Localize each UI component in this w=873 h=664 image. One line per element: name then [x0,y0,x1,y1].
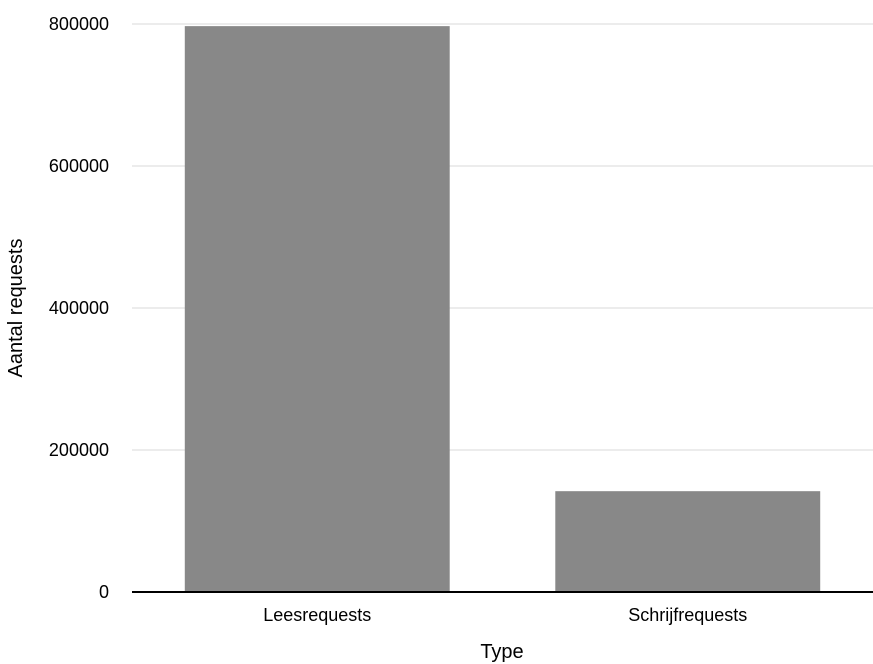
x-tick-label: Schrijfrequests [628,605,747,625]
y-tick-label: 400000 [49,298,109,318]
y-tick-label: 0 [99,582,109,602]
y-tick-label: 600000 [49,156,109,176]
x-tick-labels: Leesrequests Schrijfrequests [263,605,747,625]
bar-leesrequests [184,26,450,592]
x-tick-label: Leesrequests [263,605,371,625]
bar-schrijfrequests [555,491,821,592]
y-axis-title: Aantal requests [5,239,27,378]
y-tick-label: 200000 [49,440,109,460]
y-tick-label: 800000 [49,14,109,34]
y-tick-labels: 0 200000 400000 600000 800000 [49,14,109,602]
bars [184,26,821,592]
x-axis-title: Type [480,641,523,663]
